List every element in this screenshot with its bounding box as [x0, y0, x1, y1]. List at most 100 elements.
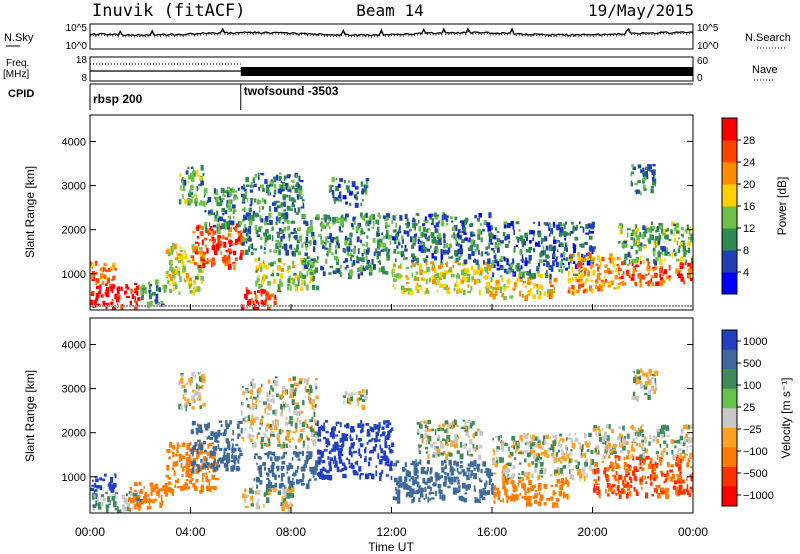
data-cell-1: [97, 497, 99, 503]
data-cell-15: [531, 230, 535, 235]
data-cell-13: [426, 237, 430, 242]
data-cell-4: [212, 241, 215, 247]
data-cell-0: [115, 297, 120, 303]
data-cell-0: [136, 290, 139, 296]
data-cell-9: [277, 218, 279, 222]
data-cell-15: [573, 247, 576, 254]
data-cell-6: [277, 491, 281, 495]
data-cell-8: [263, 275, 268, 279]
data-cell-12: [446, 439, 449, 443]
data-cell-15: [624, 475, 626, 481]
data-cell-7: [302, 476, 304, 482]
noise-right-tick-low: 10^0: [697, 41, 719, 52]
data-cell-16: [598, 284, 601, 289]
data-cell-15: [524, 232, 528, 239]
data-cell-9: [322, 459, 326, 464]
data-cell-8: [307, 426, 311, 429]
data-cell-9: [294, 235, 298, 240]
data-cell-10: [352, 248, 355, 254]
data-cell-10: [328, 219, 331, 223]
data-cell-13: [455, 238, 458, 244]
data-cell-14: [538, 274, 542, 277]
data-cell-16: [616, 263, 620, 267]
data-cell-6: [217, 215, 221, 220]
data-cell-12: [431, 428, 434, 431]
data-cell-15: [645, 455, 650, 460]
data-cell-4: [205, 260, 209, 265]
data-cell-13: [424, 247, 427, 254]
data-cell-15: [633, 466, 638, 472]
data-cell-10: [320, 265, 323, 271]
data-cell-8: [287, 278, 291, 283]
data-cell-15: [553, 239, 557, 245]
data-cell-3: [185, 483, 189, 489]
data-cell-10: [378, 267, 382, 273]
data-cell-4: [234, 462, 237, 465]
data-cell-13: [507, 497, 511, 500]
data-cell-8: [311, 404, 314, 410]
data-cell-10: [357, 401, 359, 406]
data-cell-14: [538, 453, 540, 458]
data-cell-13: [478, 212, 482, 218]
data-cell-11: [430, 491, 435, 494]
data-cell-10: [362, 267, 366, 271]
data-cell-0: [120, 305, 123, 310]
data-cell-2: [162, 285, 166, 290]
data-cell-9: [241, 241, 245, 246]
data-cell-13: [434, 212, 437, 218]
data-cell-8: [292, 396, 295, 399]
data-cell-1: [100, 494, 104, 498]
data-cell-8: [247, 403, 250, 408]
data-cell-9: [276, 200, 280, 203]
data-cell-13: [438, 238, 442, 243]
data-cell-11: [404, 462, 407, 467]
data-cell-14: [504, 442, 508, 447]
data-cell-9: [323, 474, 326, 480]
data-cell-15: [651, 469, 654, 475]
data-cell-16: [678, 448, 682, 452]
data-cell-4: [223, 241, 227, 248]
data-cell-9: [368, 472, 372, 476]
data-cell-14: [505, 286, 510, 289]
data-cell-9: [250, 251, 254, 255]
data-cell-14: [527, 277, 530, 283]
data-cell-15: [582, 227, 585, 233]
data-cell-10: [384, 271, 389, 275]
data-cell-3: [185, 253, 188, 256]
data-cell-15: [617, 478, 620, 484]
data-cell-14: [497, 436, 500, 441]
data-cell-12: [392, 284, 395, 287]
data-cell-17: [650, 377, 654, 380]
data-cell-3: [212, 453, 216, 460]
data-cell-9: [245, 227, 248, 233]
data-cell-7: [283, 451, 288, 455]
data-cell-15: [586, 252, 588, 258]
data-cell-9: [278, 249, 281, 256]
data-cell-4: [198, 264, 202, 269]
data-cell-14: [546, 294, 551, 298]
data-cell-13: [412, 240, 416, 244]
data-cell-13: [556, 503, 559, 508]
data-cell-9: [278, 175, 282, 181]
data-cell-1: [105, 274, 108, 280]
data-cell-12: [474, 431, 478, 436]
data-cell-9: [283, 243, 287, 247]
data-cell-9: [350, 427, 354, 433]
data-cell-15: [500, 267, 503, 270]
data-cell-17: [620, 281, 624, 284]
data-cell-13: [401, 238, 404, 244]
data-cell-10: [357, 267, 360, 272]
data-cell-16: [578, 282, 581, 286]
data-cell-6: [220, 225, 223, 229]
data-cell-6: [244, 498, 247, 503]
data-cell-0: [134, 282, 138, 285]
data-cell-5: [192, 399, 194, 404]
data-cell-15: [558, 232, 563, 237]
data-cell-9: [319, 450, 322, 456]
data-cell-4: [199, 429, 204, 433]
data-cell-14: [577, 461, 581, 466]
data-cell-17: [639, 261, 642, 265]
data-cell-5: [182, 384, 186, 389]
data-cell-12: [432, 454, 435, 458]
